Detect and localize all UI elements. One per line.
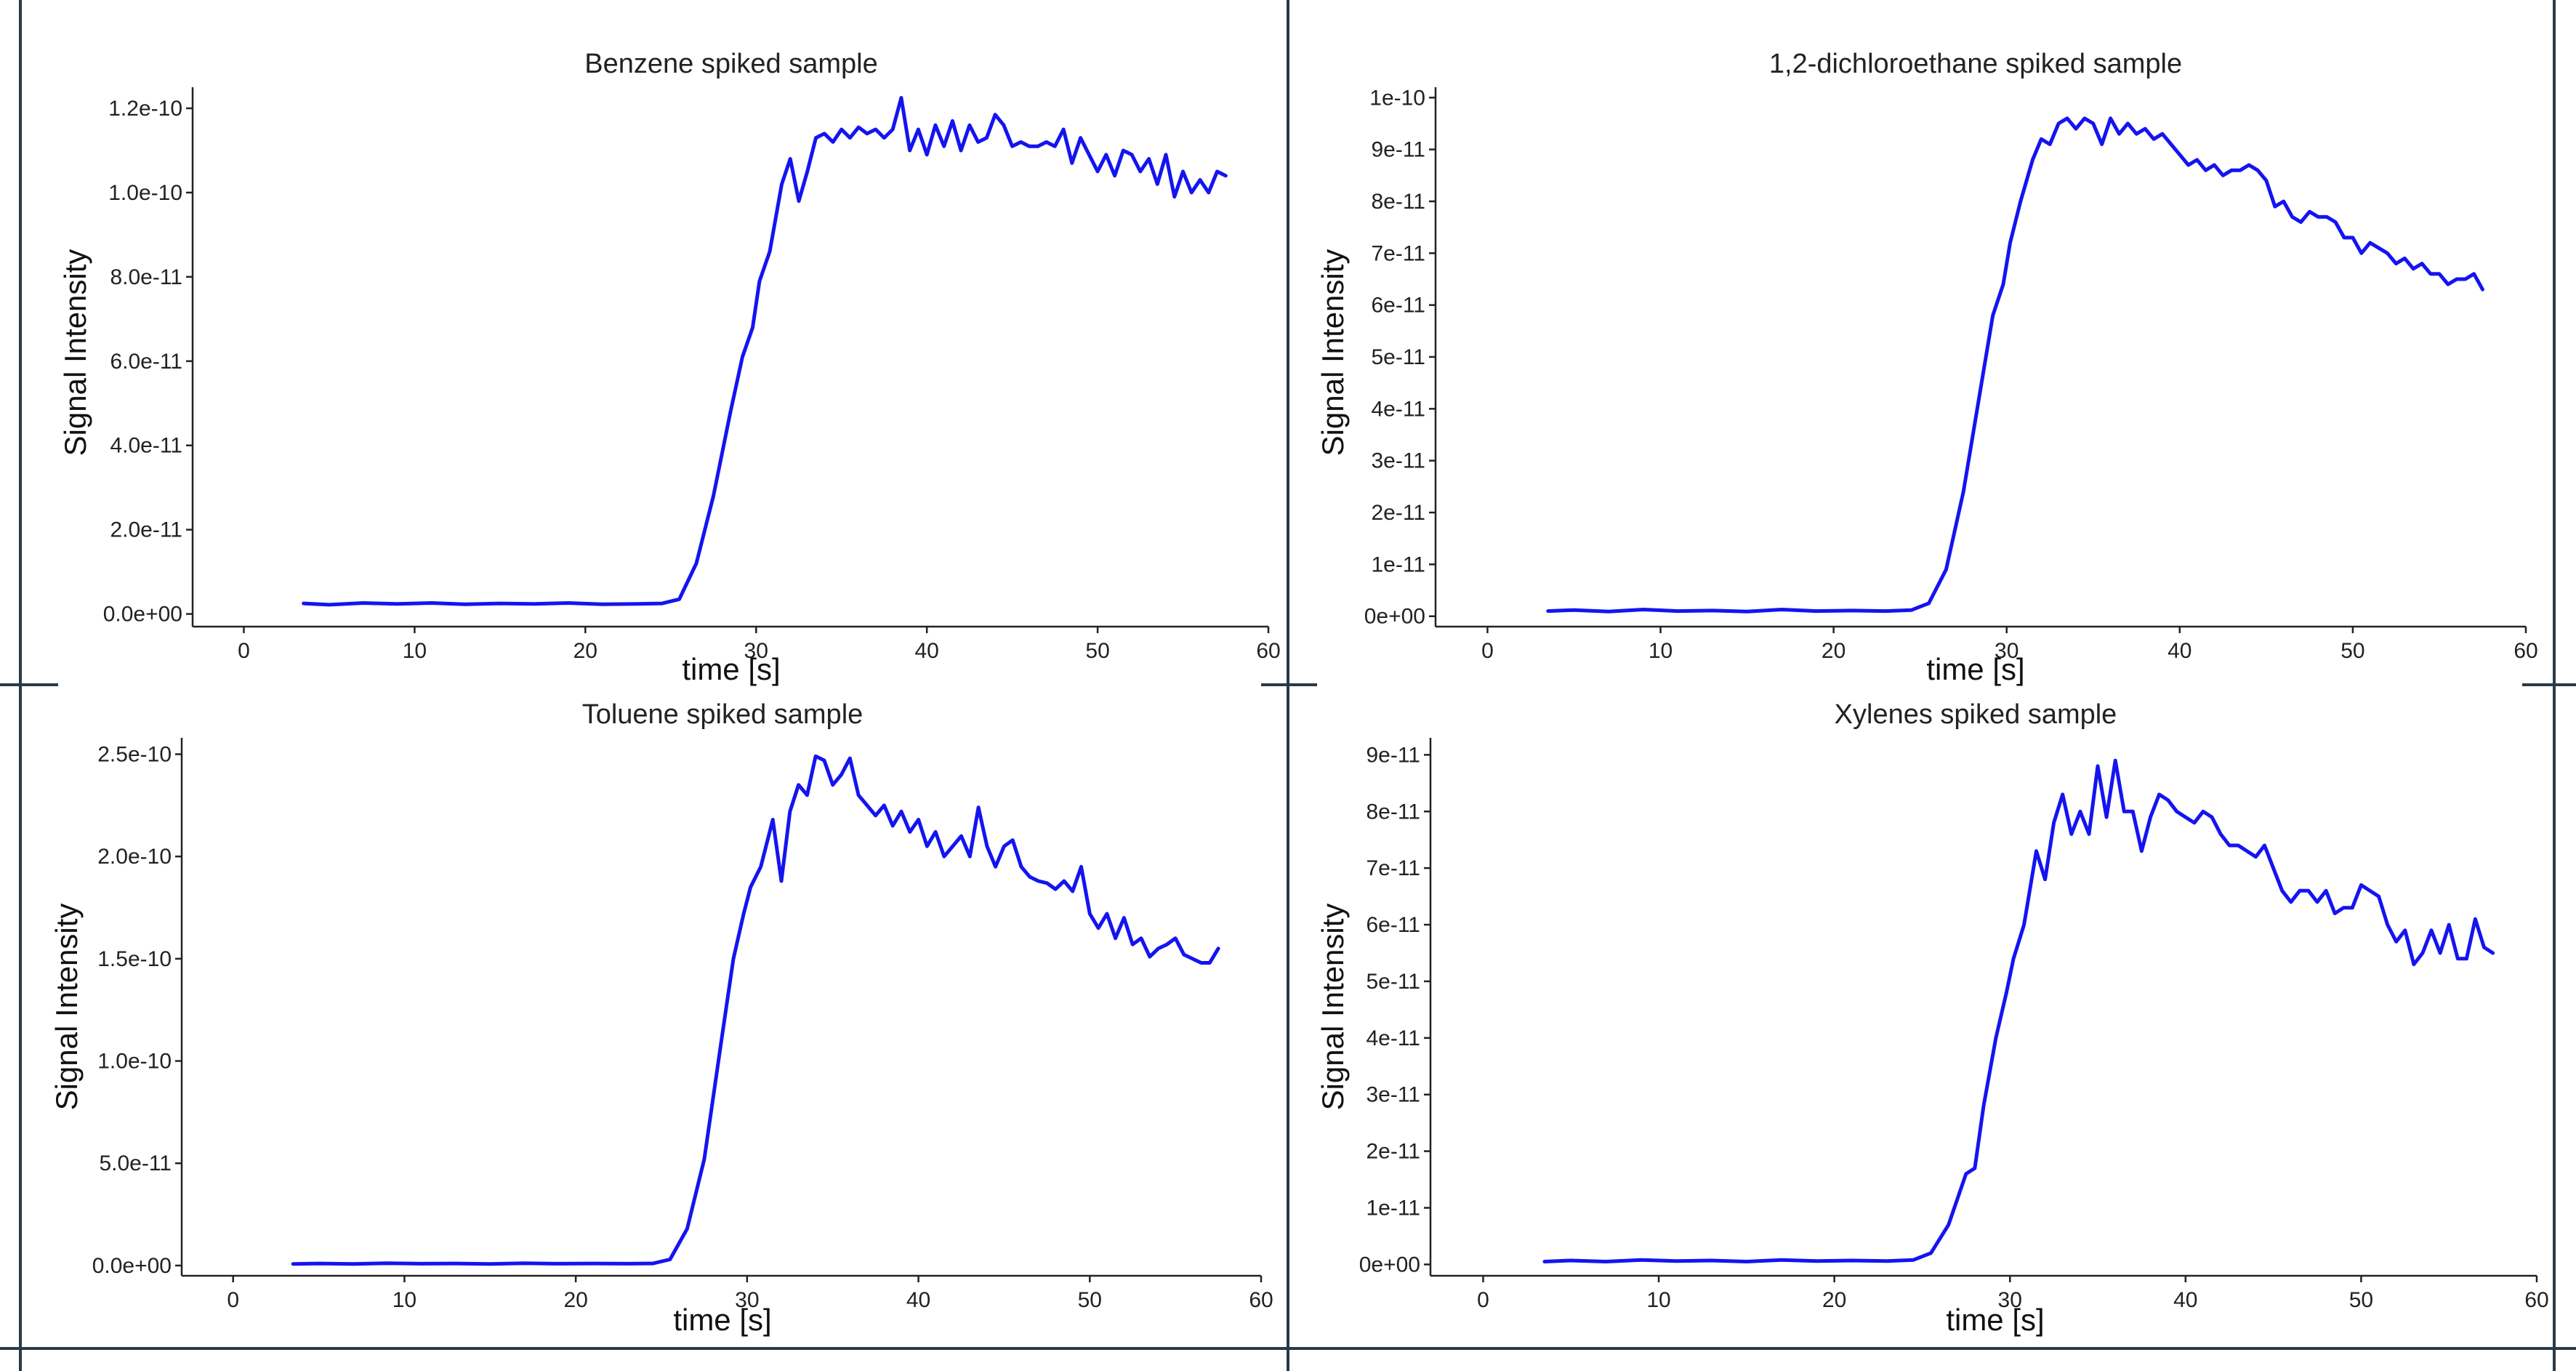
chart-title: 1,2-dichloroethane spiked sample xyxy=(1769,49,2182,79)
x-axis-ticks: 0 10 20 30 40 50 60 xyxy=(1477,1276,2549,1312)
chart-title: Xylenes spiked sample xyxy=(1835,699,2117,730)
plot-area xyxy=(1542,758,2495,1263)
x-tick-label: 10 xyxy=(1649,639,1673,663)
x-tick-label: 30 xyxy=(1998,1288,2022,1312)
y-tick-label: 8.0e-11 xyxy=(110,265,182,289)
plot-area xyxy=(291,754,1220,1266)
y-axis-title: Signal Intensity xyxy=(1316,904,1350,1111)
x-tick-label: 10 xyxy=(393,1288,416,1312)
y-tick-label: 1e-10 xyxy=(1369,86,1425,110)
x-tick-label: 20 xyxy=(1822,639,1846,663)
x-axis-title: time [s] xyxy=(673,1303,771,1337)
x-tick-label: 20 xyxy=(563,1288,587,1312)
y-axis-ticks: 0.0e+00 2.0e-11 4.0e-11 6.0e-11 8.0e-11 1.0e-… xyxy=(103,97,193,627)
x-tick-label: 10 xyxy=(1646,1288,1670,1312)
y-tick-label: 2.0e-11 xyxy=(110,518,182,542)
x-tick-label: 10 xyxy=(403,639,427,663)
chart-title: Toluene spiked sample xyxy=(582,699,864,730)
x-tick-label: 50 xyxy=(1078,1288,1102,1312)
x-tick-label: 0 xyxy=(227,1288,239,1312)
y-tick-label: 0.0e+00 xyxy=(92,1254,172,1278)
y-tick-label: 1e-11 xyxy=(1371,552,1425,576)
axes xyxy=(1429,738,2537,1277)
y-tick-label: 4e-11 xyxy=(1371,397,1425,421)
axes xyxy=(191,87,1268,628)
x-tick-label: 0 xyxy=(238,639,250,663)
x-axis-ticks: 0 10 20 30 40 50 60 xyxy=(227,1276,1273,1312)
series-line xyxy=(291,754,1220,1266)
y-tick-label: 1.5e-10 xyxy=(97,947,172,971)
y-tick-label: 0.0e+00 xyxy=(103,603,182,627)
y-tick-label: 2.0e-10 xyxy=(97,845,172,869)
y-tick-label: 1e-11 xyxy=(1366,1197,1420,1221)
x-tick-label: 40 xyxy=(906,1288,930,1312)
y-tick-label: 3e-11 xyxy=(1371,449,1425,473)
y-tick-label: 5e-11 xyxy=(1366,970,1420,994)
chart-toluene: Toluene spiked sample time [s] Signal In… xyxy=(49,699,1273,1337)
axes xyxy=(180,738,1261,1277)
series-line xyxy=(302,96,1228,607)
x-axis-title: time [s] xyxy=(682,652,780,686)
x-tick-label: 60 xyxy=(1249,1288,1273,1312)
y-tick-label: 1.0e-10 xyxy=(97,1050,172,1074)
x-axis-title: time [s] xyxy=(1926,652,2024,686)
x-tick-label: 60 xyxy=(2513,639,2537,663)
y-tick-label: 9e-11 xyxy=(1371,138,1425,162)
x-tick-label: 50 xyxy=(2349,1288,2373,1312)
plot-area xyxy=(1546,116,2484,614)
y-tick-label: 0e+00 xyxy=(1359,1253,1420,1276)
series-line xyxy=(1542,758,2495,1263)
y-tick-label: 5.0e-11 xyxy=(99,1151,172,1175)
chart-xylenes: Xylenes spiked sample time [s] Signal In… xyxy=(1316,699,2549,1337)
y-tick-label: 2e-11 xyxy=(1371,501,1425,525)
y-tick-label: 4.0e-11 xyxy=(110,434,182,458)
y-tick-label: 7e-11 xyxy=(1371,241,1425,265)
y-tick-label: 1.2e-10 xyxy=(108,97,182,121)
x-tick-label: 50 xyxy=(2340,639,2364,663)
x-tick-label: 50 xyxy=(1085,639,1109,663)
chart-dichloroethane: 1,2-dichloroethane spiked sample time [s… xyxy=(1316,49,2538,686)
x-tick-label: 40 xyxy=(914,639,938,663)
y-axis-title: Signal Intensity xyxy=(1316,249,1350,457)
x-tick-label: 0 xyxy=(1481,639,1494,663)
x-axis-ticks: 0 10 20 30 40 50 60 xyxy=(238,627,1281,663)
x-tick-label: 40 xyxy=(2173,1288,2197,1312)
y-tick-label: 9e-11 xyxy=(1366,743,1420,767)
x-tick-label: 30 xyxy=(735,1288,759,1312)
y-axis-ticks: 0.0e+00 5.0e-11 1.0e-10 1.5e-10 2.0e-10 2.5e-… xyxy=(92,743,182,1278)
y-tick-label: 6e-11 xyxy=(1366,913,1420,937)
x-tick-label: 20 xyxy=(573,639,597,663)
y-tick-label: 6e-11 xyxy=(1371,294,1425,318)
y-tick-label: 5e-11 xyxy=(1371,345,1425,369)
y-tick-label: 2.5e-10 xyxy=(97,743,172,767)
series-line xyxy=(1546,116,2484,614)
y-tick-label: 0e+00 xyxy=(1364,605,1425,629)
y-tick-label: 2e-11 xyxy=(1366,1140,1420,1164)
x-tick-label: 60 xyxy=(2524,1288,2548,1312)
y-tick-label: 8e-11 xyxy=(1371,190,1425,214)
y-tick-label: 1.0e-10 xyxy=(108,181,182,205)
y-axis-ticks: 0e+00 1e-11 2e-11 3e-11 4e-11 5e-11 6e-11 7e-11… xyxy=(1359,743,1430,1276)
y-tick-label: 7e-11 xyxy=(1366,856,1420,880)
x-axis-ticks: 0 10 20 30 40 50 60 xyxy=(1481,627,2538,663)
y-tick-label: 8e-11 xyxy=(1366,800,1420,824)
x-tick-label: 30 xyxy=(744,639,768,663)
y-axis-title: Signal Intensity xyxy=(49,904,84,1111)
plot-area xyxy=(302,96,1228,607)
y-tick-label: 6.0e-11 xyxy=(110,350,182,374)
y-axis-title: Signal Intensity xyxy=(58,249,92,457)
x-tick-label: 30 xyxy=(1995,639,2018,663)
chart-title: Benzene spiked sample xyxy=(584,49,877,79)
y-tick-label: 3e-11 xyxy=(1366,1083,1420,1107)
x-tick-label: 60 xyxy=(1256,639,1280,663)
y-tick-label: 4e-11 xyxy=(1366,1026,1420,1050)
x-tick-label: 40 xyxy=(2168,639,2191,663)
x-tick-label: 0 xyxy=(1477,1288,1489,1312)
chart-benzene: Benzene spiked sample time [s] Signal In… xyxy=(58,49,1281,686)
y-axis-ticks: 0e+00 1e-11 2e-11 3e-11 4e-11 5e-11 6e-11 7e-11… xyxy=(1364,86,1436,629)
x-axis-title: time [s] xyxy=(1946,1303,2044,1337)
x-tick-label: 20 xyxy=(1822,1288,1846,1312)
